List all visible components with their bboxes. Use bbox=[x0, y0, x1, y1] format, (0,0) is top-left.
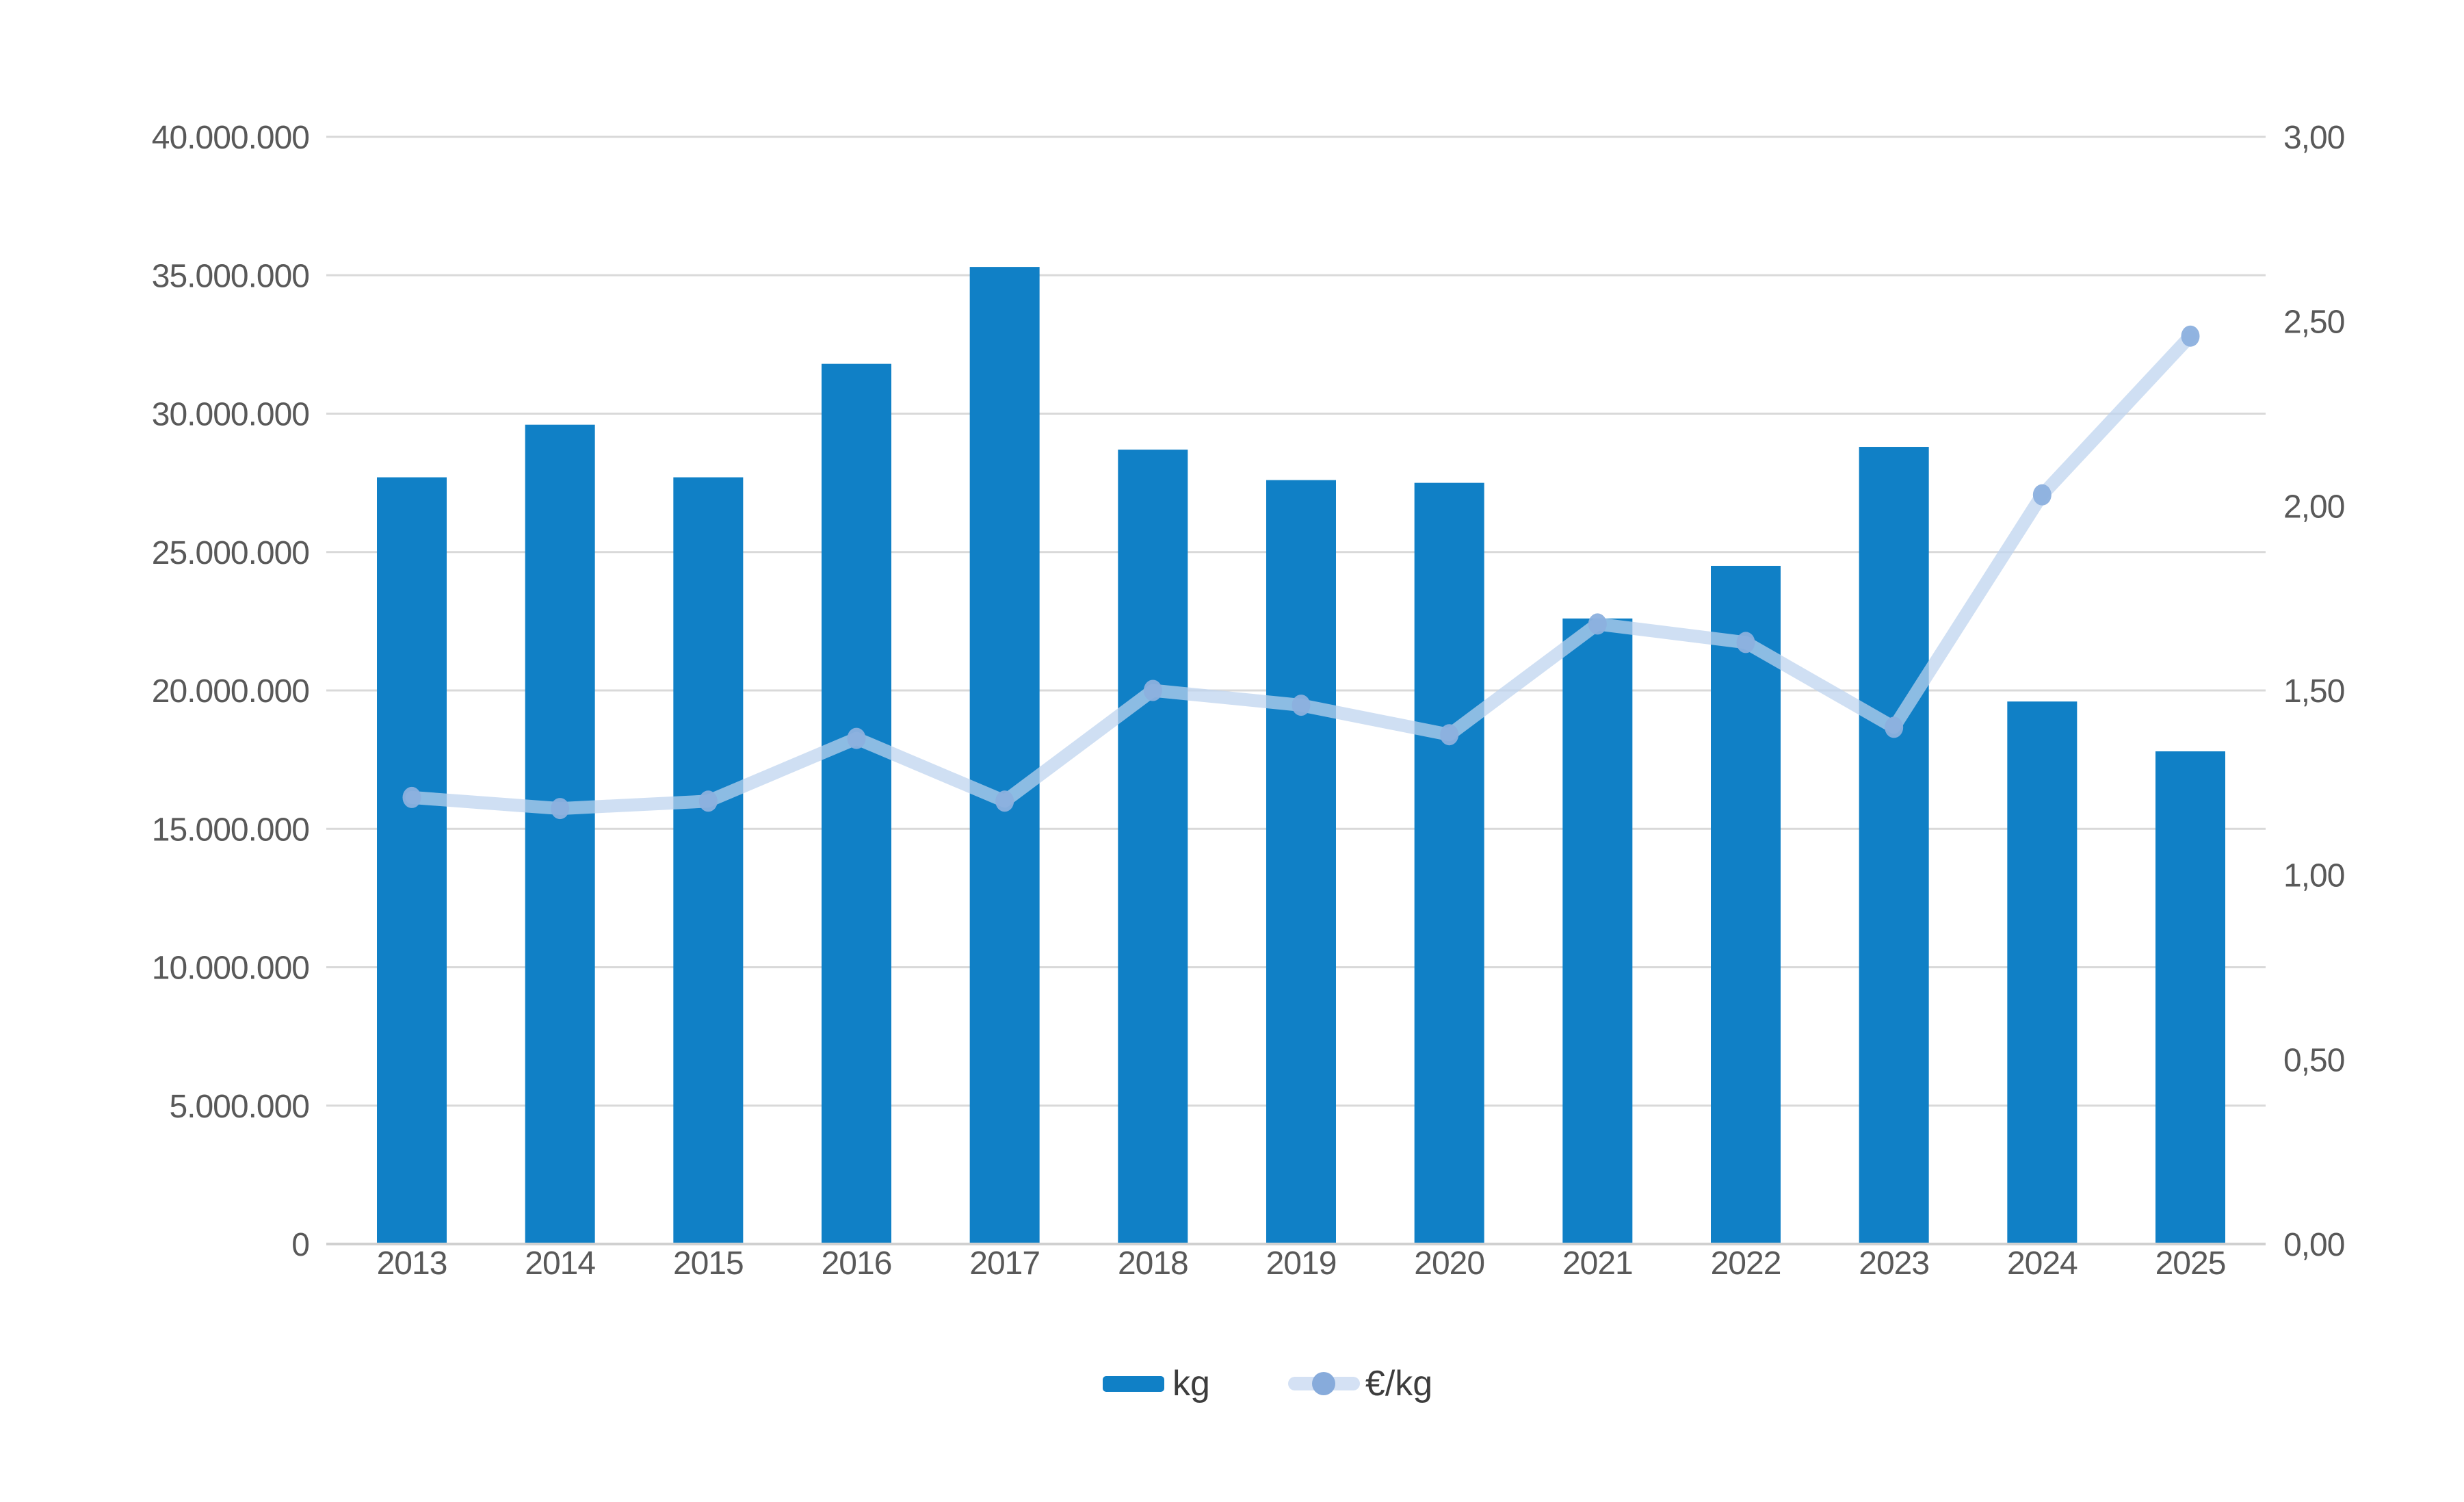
left-axis-tick-label: 35.000.000 bbox=[152, 258, 309, 294]
bar-2013 bbox=[377, 477, 447, 1245]
price-line-legend-dot-icon bbox=[1312, 1372, 1336, 1395]
right-axis-tick-label: 3,00 bbox=[2283, 120, 2344, 156]
price-dot-2023 bbox=[1885, 716, 1904, 738]
price-dot-2017 bbox=[995, 790, 1014, 812]
bar-2017 bbox=[969, 267, 1040, 1244]
left-axis-tick-label: 25.000.000 bbox=[152, 535, 309, 571]
price-dot-2022 bbox=[1736, 632, 1755, 653]
left-axis-tick-label: 40.000.000 bbox=[152, 120, 309, 156]
price-dot-2015 bbox=[698, 790, 718, 812]
legend-item-eur-per-kg: €/kg bbox=[1287, 1364, 1433, 1403]
bar-2022 bbox=[1711, 565, 1781, 1244]
right-axis-tick-label: 0,50 bbox=[2283, 1042, 2344, 1078]
x-axis-tick-label: 2022 bbox=[1711, 1245, 1781, 1282]
price-dot-2020 bbox=[1440, 724, 1459, 746]
right-axis-tick-label: 1,50 bbox=[2283, 673, 2344, 710]
bar-2024 bbox=[2007, 701, 2078, 1244]
legend: kg €/kg bbox=[1103, 1366, 1432, 1401]
kg-legend-label: kg bbox=[1172, 1364, 1210, 1403]
price-dot-2025 bbox=[2181, 325, 2200, 347]
x-axis-tick-label: 2013 bbox=[377, 1245, 447, 1282]
price-dot-2024 bbox=[2032, 484, 2052, 506]
x-axis-tick-label: 2023 bbox=[1859, 1245, 1929, 1282]
bar-2020 bbox=[1414, 482, 1484, 1244]
x-axis-tick-label: 2021 bbox=[1562, 1245, 1633, 1282]
left-axis-tick-label: 30.000.000 bbox=[152, 397, 309, 433]
x-axis-tick-label: 2015 bbox=[673, 1245, 744, 1282]
bar-2014 bbox=[525, 424, 595, 1245]
x-axis-tick-label: 2019 bbox=[1266, 1245, 1337, 1282]
bar-2025 bbox=[2155, 751, 2226, 1244]
right-axis-tick-label: 1,00 bbox=[2283, 858, 2344, 894]
right-axis-tick-label: 2,50 bbox=[2283, 305, 2344, 341]
bar-2021 bbox=[1562, 618, 1633, 1244]
bar-2015 bbox=[673, 477, 744, 1245]
x-axis-tick-label: 2018 bbox=[1118, 1245, 1188, 1282]
x-axis-tick-label: 2025 bbox=[2155, 1245, 2226, 1282]
bar-2019 bbox=[1266, 480, 1337, 1244]
bar-2016 bbox=[822, 363, 892, 1245]
kg-legend-swatch-icon bbox=[1103, 1375, 1164, 1392]
price-dot-2019 bbox=[1292, 695, 1311, 716]
x-axis-tick-label: 2014 bbox=[525, 1245, 595, 1282]
price-line-legend-swatch-icon bbox=[1287, 1372, 1360, 1395]
left-axis-tick-label: 15.000.000 bbox=[152, 812, 309, 848]
price-legend-label: €/kg bbox=[1365, 1364, 1433, 1403]
price-dot-2014 bbox=[551, 798, 570, 820]
right-axis-tick-label: 2,00 bbox=[2283, 489, 2344, 525]
left-axis-tick-label: 5.000.000 bbox=[169, 1089, 309, 1125]
legend-item-kg: kg bbox=[1103, 1366, 1210, 1401]
price-dot-2021 bbox=[1588, 613, 1607, 635]
left-axis-tick-label: 0 bbox=[291, 1227, 309, 1263]
bar-2018 bbox=[1118, 450, 1188, 1245]
left-axis-tick-label: 10.000.000 bbox=[152, 950, 309, 987]
x-axis-tick-label: 2017 bbox=[969, 1245, 1040, 1282]
left-axis-tick-label: 20.000.000 bbox=[152, 673, 309, 710]
price-dot-2018 bbox=[1143, 679, 1162, 701]
x-axis-tick-label: 2016 bbox=[822, 1245, 892, 1282]
price-dot-2013 bbox=[402, 786, 421, 808]
right-axis-tick-label: 0,00 bbox=[2283, 1227, 2344, 1263]
x-axis-tick-label: 2024 bbox=[2007, 1245, 2078, 1282]
price-dot-2016 bbox=[847, 727, 866, 749]
bar-2023 bbox=[1859, 447, 1929, 1244]
x-axis-tick-label: 2020 bbox=[1414, 1245, 1484, 1282]
